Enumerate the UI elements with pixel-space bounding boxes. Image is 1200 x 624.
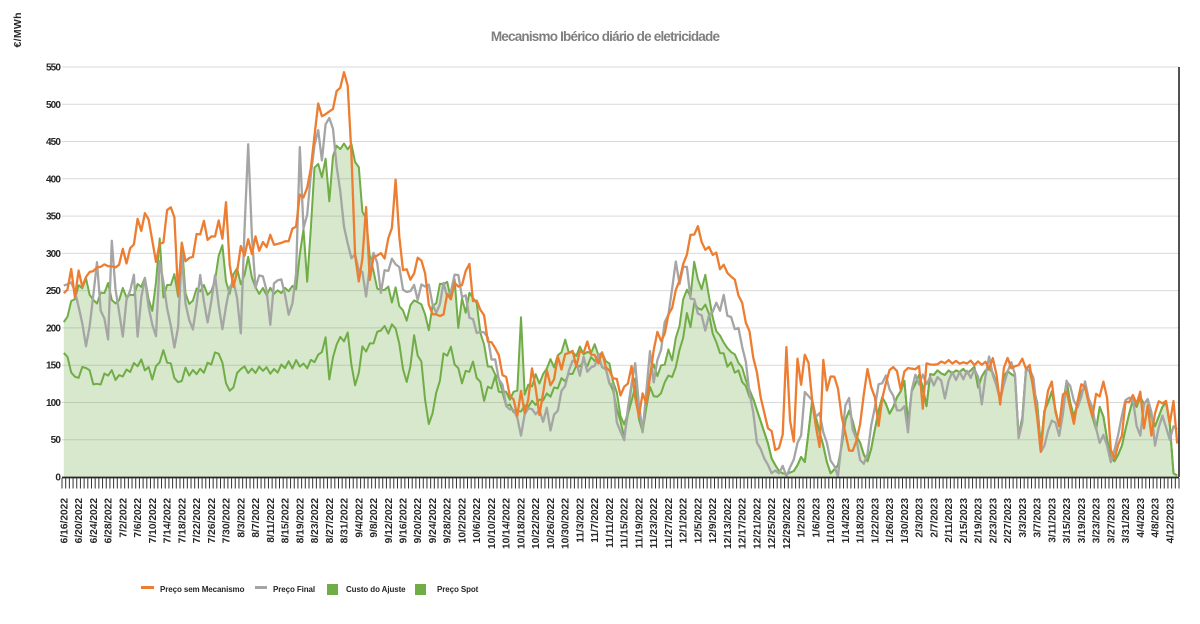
svg-text:8/23/2022: 8/23/2022 bbox=[310, 498, 321, 544]
svg-text:9/28/2022: 9/28/2022 bbox=[443, 498, 454, 544]
svg-text:12/17/2022: 12/17/2022 bbox=[738, 498, 749, 549]
svg-text:9/16/2022: 9/16/2022 bbox=[399, 498, 410, 544]
svg-text:Preço Final: Preço Final bbox=[273, 585, 315, 594]
svg-text:Mecanismo Ibérico diário de el: Mecanismo Ibérico diário de eletricidade bbox=[491, 29, 721, 44]
svg-text:1/6/2023: 1/6/2023 bbox=[811, 498, 822, 538]
svg-text:150: 150 bbox=[46, 361, 61, 372]
svg-text:12/21/2022: 12/21/2022 bbox=[752, 498, 763, 549]
svg-text:12/1/2022: 12/1/2022 bbox=[679, 498, 690, 544]
svg-text:200: 200 bbox=[46, 323, 61, 334]
svg-text:2/23/2023: 2/23/2023 bbox=[988, 498, 999, 544]
svg-text:10/30/2022: 10/30/2022 bbox=[561, 498, 572, 549]
svg-text:8/27/2022: 8/27/2022 bbox=[325, 498, 336, 544]
svg-text:7/26/2022: 7/26/2022 bbox=[207, 498, 218, 544]
svg-text:10/6/2022: 10/6/2022 bbox=[472, 498, 483, 544]
svg-text:3/23/2023: 3/23/2023 bbox=[1092, 498, 1103, 544]
svg-text:2/27/2023: 2/27/2023 bbox=[1003, 498, 1014, 544]
svg-text:10/10/2022: 10/10/2022 bbox=[487, 498, 498, 549]
svg-text:7/22/2022: 7/22/2022 bbox=[192, 498, 203, 544]
svg-text:400: 400 bbox=[46, 174, 61, 185]
svg-text:2/3/2023: 2/3/2023 bbox=[915, 498, 926, 538]
svg-text:Custo do Ajuste: Custo do Ajuste bbox=[346, 585, 406, 594]
svg-text:8/11/2022: 8/11/2022 bbox=[266, 498, 277, 543]
svg-text:9/20/2022: 9/20/2022 bbox=[413, 498, 424, 544]
svg-text:10/26/2022: 10/26/2022 bbox=[546, 498, 557, 549]
svg-text:10/14/2022: 10/14/2022 bbox=[502, 498, 513, 549]
svg-text:50: 50 bbox=[51, 435, 62, 446]
svg-text:350: 350 bbox=[46, 212, 61, 223]
svg-text:12/5/2022: 12/5/2022 bbox=[693, 498, 704, 544]
svg-text:6/28/2022: 6/28/2022 bbox=[104, 498, 115, 544]
svg-text:1/2/2023: 1/2/2023 bbox=[797, 498, 808, 538]
svg-text:10/22/2022: 10/22/2022 bbox=[531, 498, 542, 549]
svg-text:4/4/2023: 4/4/2023 bbox=[1136, 498, 1147, 538]
svg-text:1/30/2023: 1/30/2023 bbox=[900, 498, 911, 544]
svg-text:3/31/2023: 3/31/2023 bbox=[1121, 498, 1132, 544]
svg-text:11/7/2022: 11/7/2022 bbox=[590, 498, 601, 543]
svg-text:11/11/2022: 11/11/2022 bbox=[605, 498, 616, 548]
svg-text:3/3/2023: 3/3/2023 bbox=[1018, 498, 1029, 538]
svg-text:1/22/2023: 1/22/2023 bbox=[870, 498, 881, 544]
svg-text:1/14/2023: 1/14/2023 bbox=[841, 498, 852, 544]
svg-text:2/11/2023: 2/11/2023 bbox=[944, 498, 955, 543]
svg-text:3/15/2023: 3/15/2023 bbox=[1062, 498, 1073, 544]
svg-text:1/18/2023: 1/18/2023 bbox=[856, 498, 867, 544]
svg-text:10/18/2022: 10/18/2022 bbox=[517, 498, 528, 549]
svg-text:10/2/2022: 10/2/2022 bbox=[458, 498, 469, 544]
svg-text:2/7/2023: 2/7/2023 bbox=[929, 498, 940, 538]
svg-text:7/10/2022: 7/10/2022 bbox=[148, 498, 159, 544]
svg-text:12/29/2022: 12/29/2022 bbox=[782, 498, 793, 549]
svg-text:8/7/2022: 8/7/2022 bbox=[251, 498, 262, 538]
svg-text:7/14/2022: 7/14/2022 bbox=[163, 498, 174, 544]
svg-text:9/24/2022: 9/24/2022 bbox=[428, 498, 439, 544]
svg-text:4/8/2023: 4/8/2023 bbox=[1151, 498, 1162, 538]
svg-text:4/12/2023: 4/12/2023 bbox=[1165, 498, 1176, 544]
svg-text:7/2/2022: 7/2/2022 bbox=[118, 498, 129, 538]
svg-text:6/24/2022: 6/24/2022 bbox=[89, 498, 100, 544]
svg-text:7/6/2022: 7/6/2022 bbox=[133, 498, 144, 538]
svg-text:8/19/2022: 8/19/2022 bbox=[295, 498, 306, 544]
svg-text:9/8/2022: 9/8/2022 bbox=[369, 498, 380, 538]
svg-text:3/27/2023: 3/27/2023 bbox=[1106, 498, 1117, 544]
svg-text:6/20/2022: 6/20/2022 bbox=[74, 498, 85, 544]
svg-text:11/15/2022: 11/15/2022 bbox=[620, 498, 631, 549]
svg-text:2/15/2023: 2/15/2023 bbox=[959, 498, 970, 544]
svg-text:550: 550 bbox=[46, 63, 61, 74]
svg-text:12/9/2022: 12/9/2022 bbox=[708, 498, 719, 544]
svg-text:3/7/2023: 3/7/2023 bbox=[1033, 498, 1044, 538]
svg-text:Preço sem Mecanismo: Preço sem Mecanismo bbox=[160, 585, 245, 594]
svg-text:1/10/2023: 1/10/2023 bbox=[826, 498, 837, 544]
svg-text:3/19/2023: 3/19/2023 bbox=[1077, 498, 1088, 544]
svg-text:3/11/2023: 3/11/2023 bbox=[1047, 498, 1058, 543]
svg-text:11/19/2022: 11/19/2022 bbox=[634, 498, 645, 549]
svg-text:9/12/2022: 9/12/2022 bbox=[384, 498, 395, 544]
svg-text:8/31/2022: 8/31/2022 bbox=[340, 498, 351, 544]
svg-text:11/27/2022: 11/27/2022 bbox=[664, 498, 675, 549]
svg-text:0: 0 bbox=[55, 473, 61, 484]
svg-text:7/18/2022: 7/18/2022 bbox=[177, 498, 188, 544]
svg-text:11/3/2022: 11/3/2022 bbox=[575, 498, 586, 543]
svg-text:Preço Spot: Preço Spot bbox=[437, 585, 479, 594]
svg-text:450: 450 bbox=[46, 137, 61, 148]
svg-text:6/16/2022: 6/16/2022 bbox=[59, 498, 70, 544]
svg-text:€/MWh: €/MWh bbox=[12, 12, 24, 47]
svg-text:9/4/2022: 9/4/2022 bbox=[354, 498, 365, 538]
svg-text:8/15/2022: 8/15/2022 bbox=[281, 498, 292, 544]
svg-text:2/19/2023: 2/19/2023 bbox=[974, 498, 985, 544]
svg-text:500: 500 bbox=[46, 100, 61, 111]
svg-text:8/3/2022: 8/3/2022 bbox=[236, 498, 247, 538]
svg-text:12/25/2022: 12/25/2022 bbox=[767, 498, 778, 549]
svg-text:250: 250 bbox=[46, 286, 61, 297]
svg-text:11/23/2022: 11/23/2022 bbox=[649, 498, 660, 549]
svg-text:100: 100 bbox=[46, 398, 61, 409]
svg-text:12/13/2022: 12/13/2022 bbox=[723, 498, 734, 549]
svg-text:300: 300 bbox=[46, 249, 61, 260]
svg-text:7/30/2022: 7/30/2022 bbox=[222, 498, 233, 544]
svg-text:1/26/2023: 1/26/2023 bbox=[885, 498, 896, 544]
